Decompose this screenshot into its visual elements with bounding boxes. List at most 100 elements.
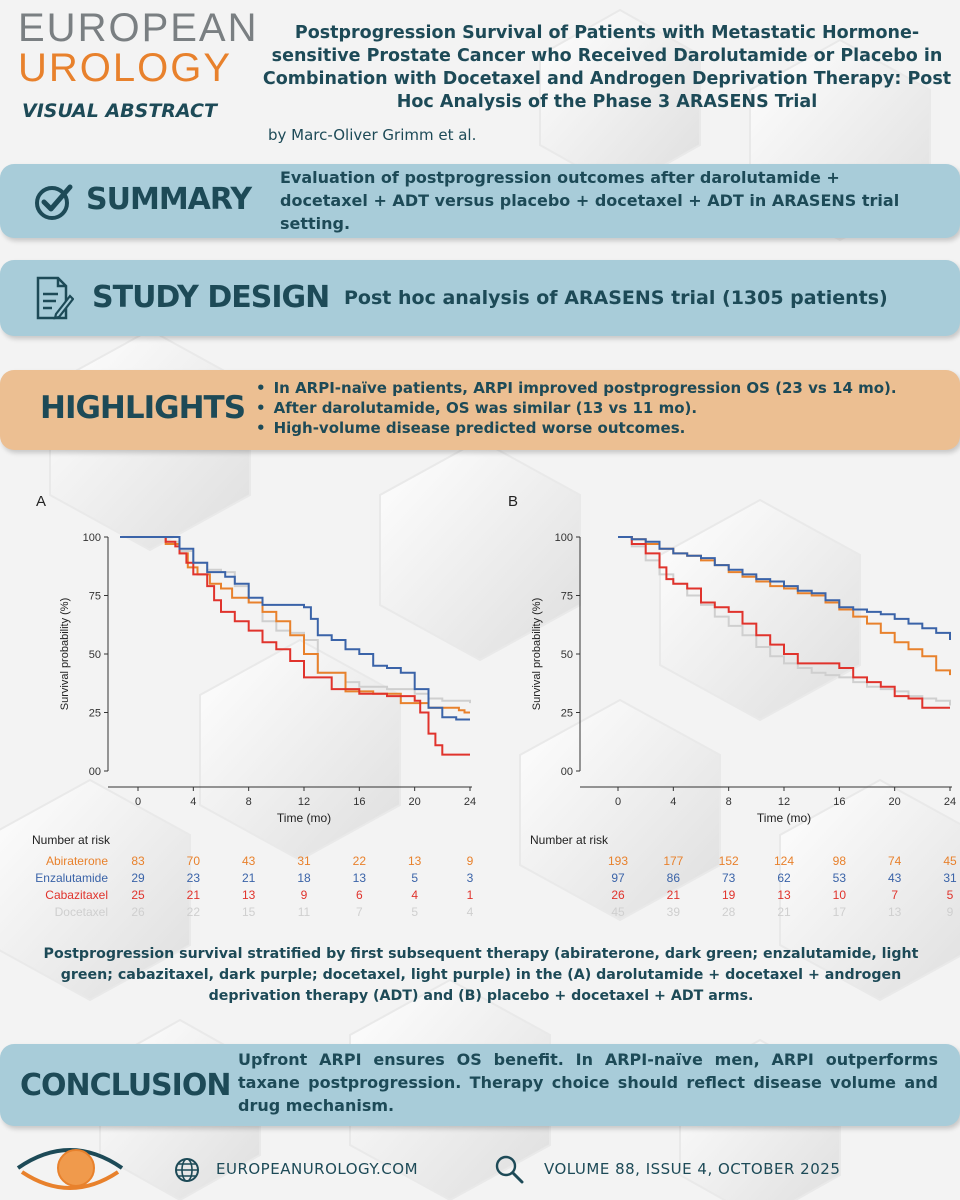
x-axis-title: Time (mo): [277, 811, 331, 825]
risk-value: 17: [833, 905, 847, 919]
risk-value: 13: [888, 905, 902, 919]
y-tick-label: 50: [89, 649, 101, 661]
document-pen-icon: [36, 276, 74, 320]
risk-value: 10: [833, 888, 847, 902]
risk-value: 43: [888, 871, 902, 885]
x-tick-label: 16: [353, 796, 365, 808]
risk-value: 13: [353, 871, 367, 885]
y-tick-label: 75: [561, 591, 573, 603]
risk-value: 4: [411, 888, 418, 902]
risk-row-label: Abiraterone: [46, 854, 108, 868]
x-tick-label: 24: [944, 796, 956, 808]
risk-value: 53: [833, 871, 847, 885]
risk-value: 62: [777, 871, 791, 885]
x-tick-label: 24: [464, 796, 476, 808]
risk-value: 97: [611, 871, 625, 885]
risk-value: 13: [408, 854, 422, 868]
risk-value: 45: [943, 854, 957, 868]
risk-value: 7: [356, 905, 363, 919]
highlight-item: In ARPI-naïve patients, ARPI improved po…: [256, 378, 897, 398]
risk-value: 21: [242, 871, 256, 885]
km-curve-enzalutamide: [120, 536, 470, 721]
highlights-list: In ARPI-naïve patients, ARPI improved po…: [256, 378, 897, 438]
x-tick-label: 8: [246, 796, 252, 808]
article-title: Postprogression Survival of Patients wit…: [262, 23, 952, 112]
risk-value: 22: [187, 905, 201, 919]
y-tick-label: 50: [561, 649, 573, 661]
visual-abstract-label: VISUAL ABSTRACT: [22, 100, 217, 122]
risk-value: 5: [947, 888, 954, 902]
y-tick-label: 00: [561, 766, 573, 778]
risk-value: 4: [467, 905, 474, 919]
x-tick-label: 20: [409, 796, 421, 808]
x-tick-label: 12: [298, 796, 310, 808]
highlights-banner: HIGHLIGHTS In ARPI-naïve patients, ARPI …: [0, 370, 960, 450]
highlights-label: HIGHLIGHTS: [40, 390, 246, 426]
risk-value: 177: [663, 854, 683, 868]
x-tick-label: 16: [833, 796, 845, 808]
panel-letter: A: [36, 493, 46, 510]
risk-value: 7: [891, 888, 898, 902]
risk-value: 193: [608, 854, 628, 868]
x-tick-label: 4: [190, 796, 196, 808]
byline: by Marc-Oliver Grimm et al.: [268, 126, 477, 144]
risk-table-title: Number at risk: [530, 833, 609, 847]
risk-value: 21: [777, 905, 791, 919]
y-tick-label: 100: [555, 532, 573, 544]
risk-value: 9: [301, 888, 308, 902]
y-tick-label: 100: [83, 532, 101, 544]
check-circle-icon: [35, 184, 73, 220]
km-curve-cabazitaxel: [618, 536, 950, 709]
risk-value: 23: [187, 871, 201, 885]
km-curve-docetaxel: [120, 536, 471, 704]
risk-value: 5: [411, 871, 418, 885]
risk-value: 45: [611, 905, 625, 919]
risk-value: 26: [611, 888, 625, 902]
risk-value: 9: [947, 905, 954, 919]
highlight-item: After darolutamide, OS was similar (13 v…: [256, 398, 897, 418]
km-curve-cabazitaxel: [120, 536, 470, 756]
risk-value: 11: [298, 905, 311, 919]
summary-text: Evaluation of postprogression outcomes a…: [280, 168, 900, 233]
risk-value: 26: [131, 905, 145, 919]
risk-value: 19: [722, 888, 736, 902]
highlight-item: High-volume disease predicted worse outc…: [256, 418, 897, 438]
search-icon: [495, 1155, 524, 1184]
risk-value: 3: [467, 871, 474, 885]
risk-value: 43: [242, 854, 256, 868]
risk-row-label: Docetaxel: [55, 905, 108, 919]
summary-label: SUMMARY: [86, 182, 252, 217]
risk-value: 31: [943, 871, 957, 885]
x-tick-label: 4: [670, 796, 676, 808]
website-link[interactable]: EUROPEANUROLOGY.COM: [216, 1160, 419, 1178]
risk-value: 18: [297, 871, 311, 885]
summary-banner: SUMMARY Evaluation of postprogression ou…: [0, 164, 960, 238]
risk-value: 70: [187, 854, 201, 868]
risk-value: 31: [297, 854, 311, 868]
risk-value: 74: [888, 854, 902, 868]
risk-value: 98: [833, 854, 847, 868]
risk-value: 21: [187, 888, 201, 902]
x-tick-label: 0: [615, 796, 621, 808]
risk-value: 83: [131, 854, 145, 868]
risk-row-label: Enzalutamide: [35, 871, 108, 885]
x-tick-label: 12: [778, 796, 790, 808]
conclusion-banner: CONCLUSION Upfront ARPI ensures OS benef…: [0, 1044, 960, 1126]
study-design-text: Post hoc analysis of ARASENS trial (1305…: [344, 287, 888, 309]
journal-logo-line2: UROLOGY: [18, 46, 233, 90]
risk-value: 39: [667, 905, 681, 919]
km-curve-enzalutamide: [618, 536, 951, 640]
risk-table-title: Number at risk: [32, 833, 111, 847]
risk-value: 13: [777, 888, 791, 902]
panel-letter: B: [508, 493, 518, 510]
km-curve-abiraterone: [120, 536, 470, 714]
x-axis-title: Time (mo): [757, 811, 811, 825]
globe-icon: [175, 1158, 199, 1182]
risk-value: 25: [131, 888, 145, 902]
risk-value: 28: [722, 905, 736, 919]
risk-value: 6: [356, 888, 363, 902]
y-tick-label: 25: [89, 708, 101, 720]
risk-value: 152: [719, 854, 739, 868]
